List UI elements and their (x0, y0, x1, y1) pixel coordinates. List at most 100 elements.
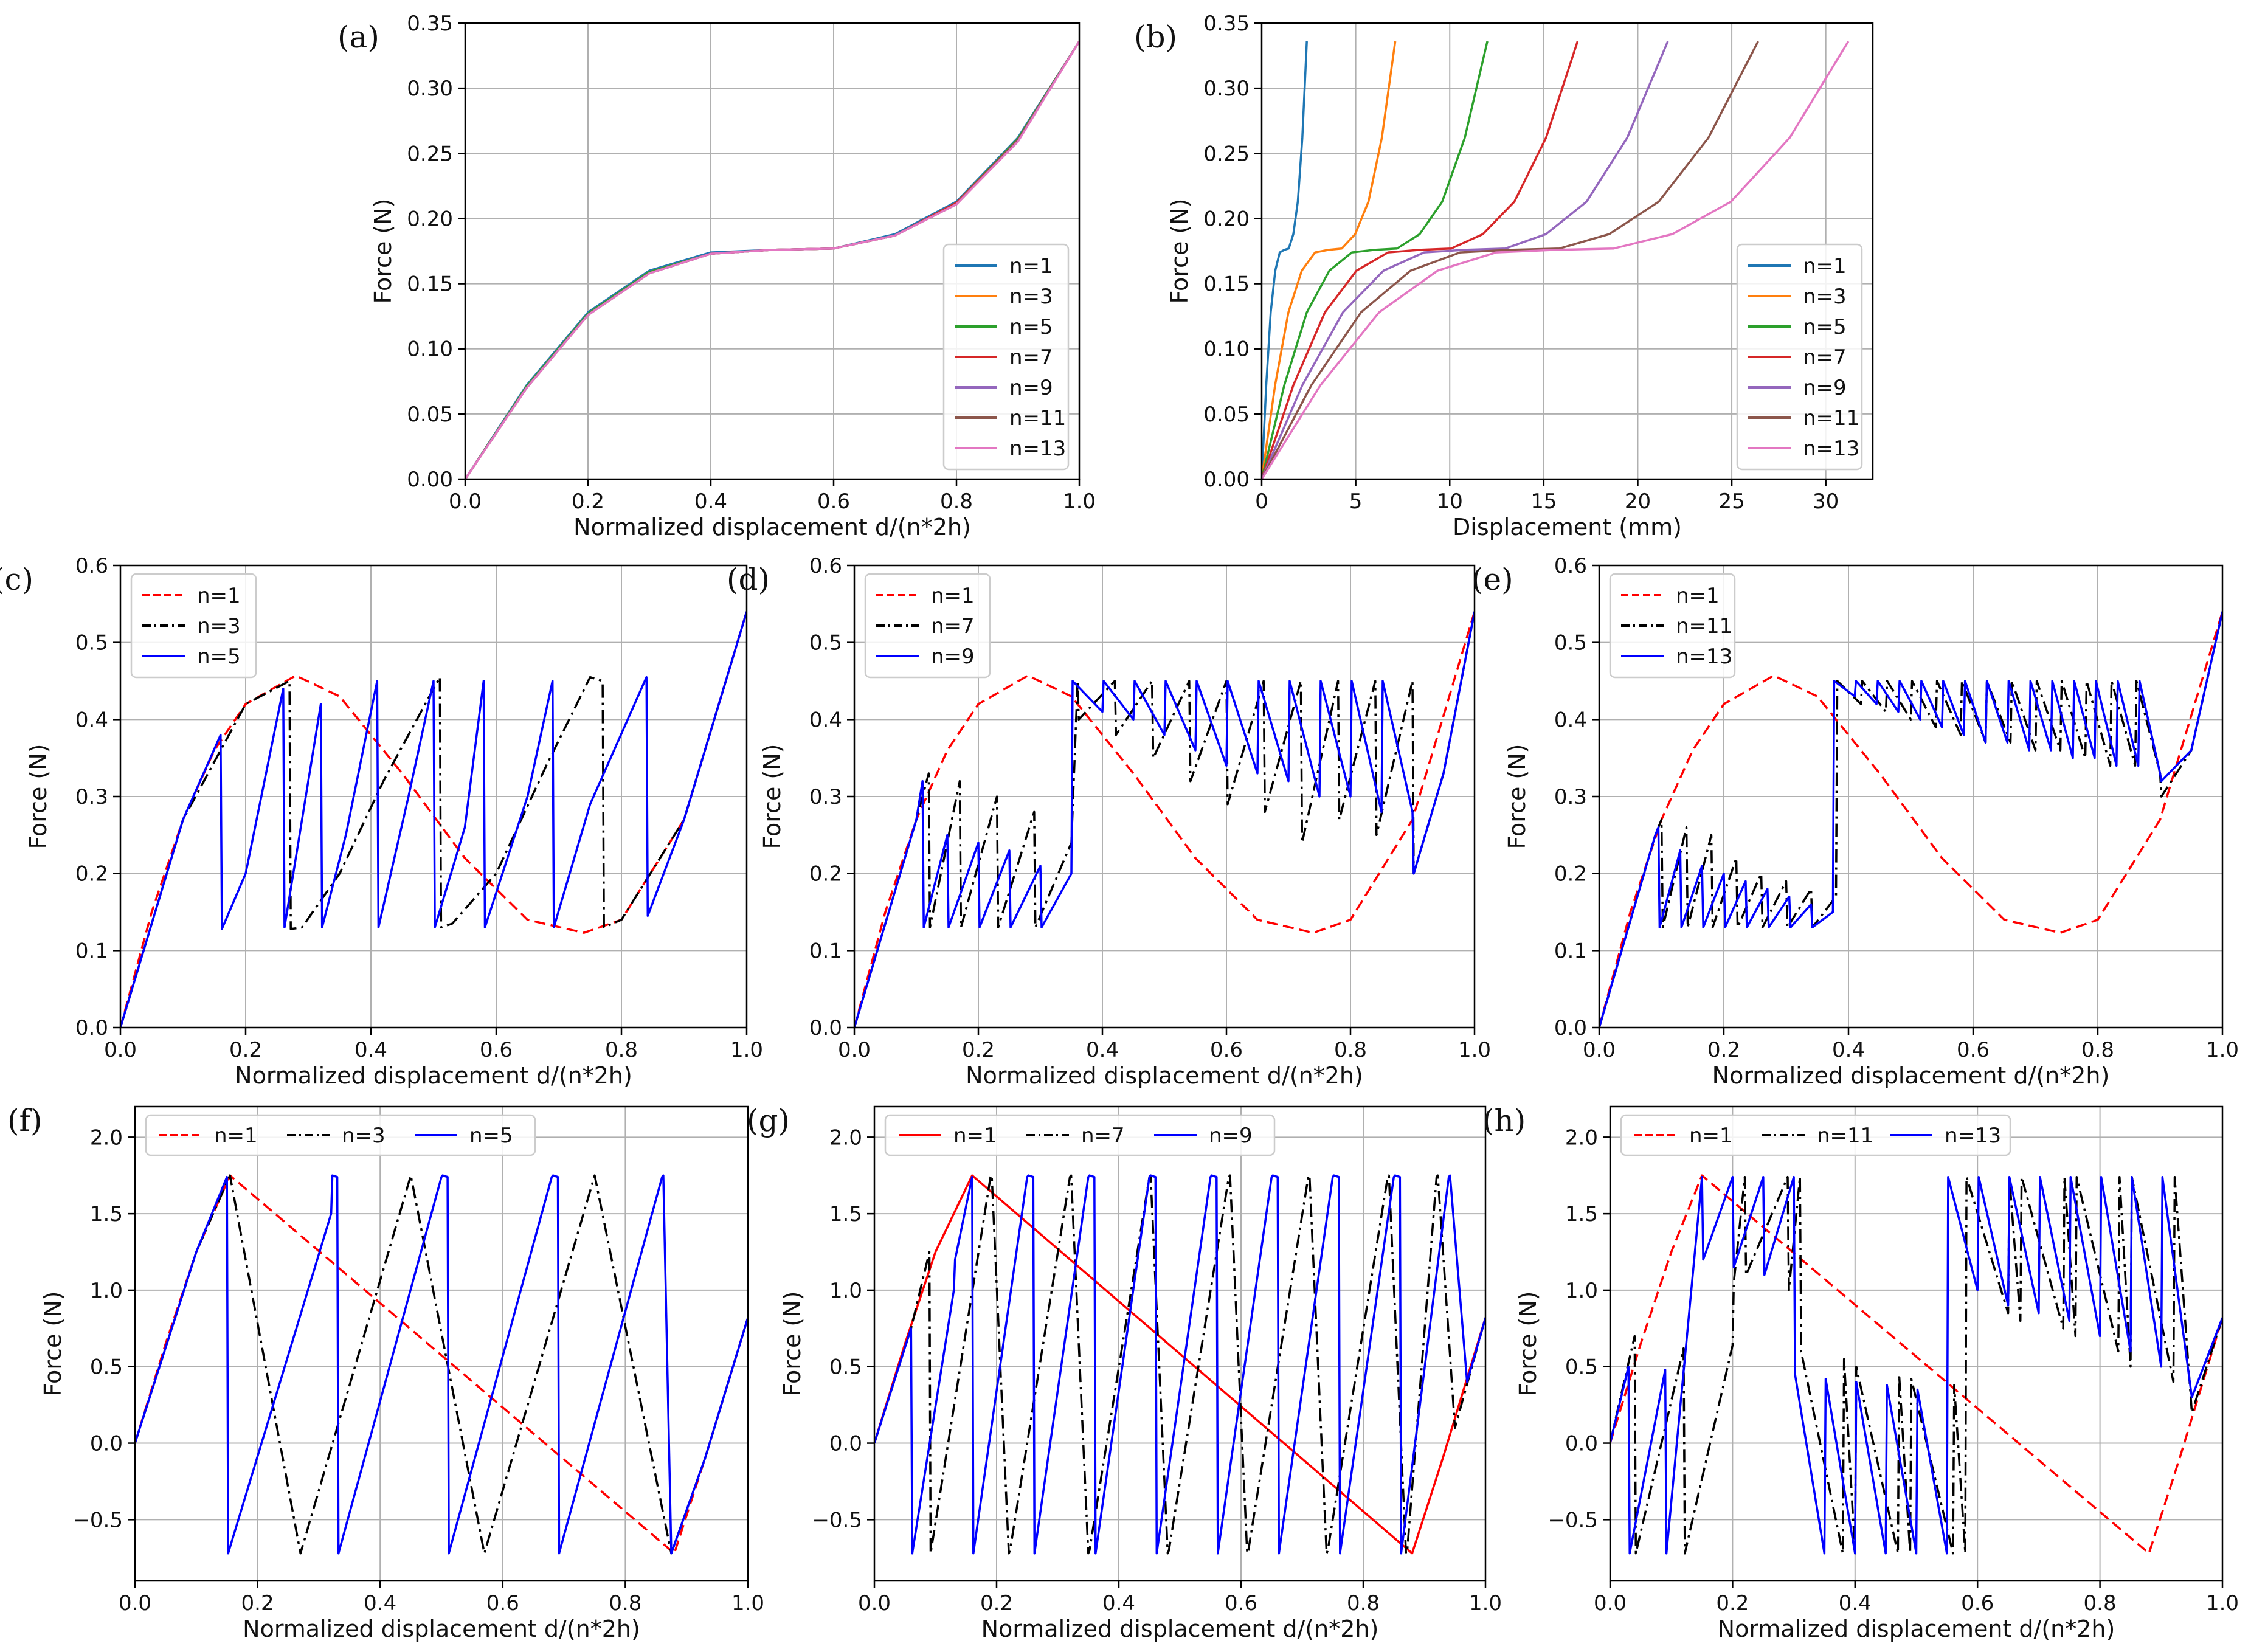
legend: n=1 n=7 n=9 (884, 1114, 1276, 1156)
y-tick-label: 0.5 (1565, 1355, 1598, 1380)
series-group (874, 1174, 1485, 1555)
y-tick-label: 0.0 (809, 1016, 842, 1040)
legend-label: n=1 (214, 1124, 258, 1148)
y-tick-label: −0.5 (1547, 1508, 1598, 1532)
y-tick-label: 0.35 (1203, 12, 1250, 36)
legend-label: n=9 (931, 645, 975, 669)
legend-label: n=13 (1676, 645, 1732, 669)
legend: n=1 n=3 n=5 (130, 573, 257, 679)
legend: n=1 n=11 n=13 (1609, 573, 1736, 679)
series-line-n=9 (854, 611, 1475, 1028)
legend-label: n=3 (197, 614, 241, 638)
x-tick-label: 0.0 (104, 1038, 137, 1062)
legend-label: n=7 (931, 614, 975, 638)
y-tick-label: 0.3 (1554, 785, 1587, 809)
legend-label: n=5 (469, 1124, 513, 1148)
y-tick-label: 1.5 (90, 1202, 123, 1226)
x-axis-label: Normalized displacement d/(n*2h) (573, 514, 971, 541)
y-tick-label: 0.6 (75, 554, 108, 578)
x-tick-label: 0.8 (605, 1038, 638, 1062)
legend-label: n=5 (1009, 315, 1053, 339)
y-tick-label: 0.30 (407, 77, 453, 101)
legend-box (145, 1114, 536, 1156)
x-tick-label: 0.0 (449, 489, 482, 514)
y-tick-label: 0.10 (1203, 337, 1250, 362)
legend-label: n=7 (1803, 345, 1847, 370)
legend-box (1609, 573, 1736, 679)
x-tick-label: 0.0 (1594, 1591, 1627, 1616)
x-axis-label: Displacement (mm) (1453, 514, 1682, 541)
legend: n=1 n=3 n=5 n=7 n=9 n=11 n=13 (1736, 243, 1863, 471)
chart-panel-b: 0 5 10 15 20 25 30 0.00 0.05 0.10 0.15 0.20 0.25 0.30… (1134, 12, 1874, 541)
legend-label: n=13 (1945, 1124, 2001, 1148)
x-tick-label: 0.2 (572, 489, 604, 514)
chart-panel-f: 0.0 0.2 0.4 0.6 0.8 1.0 −0.5 0.0 0.5 1.0 1.5 2.0 Nor… (7, 1103, 764, 1642)
x-tick-label: 0.4 (1102, 1591, 1135, 1616)
legend-label: n=11 (1803, 406, 1859, 430)
series-line-n=11 (1262, 41, 1759, 479)
x-tick-label: 10 (1437, 489, 1463, 514)
series-line-n=7 (874, 1174, 1485, 1555)
y-tick-label: 0.2 (75, 862, 108, 886)
x-tick-label: 0.2 (980, 1591, 1013, 1616)
y-tick-label: 0.0 (75, 1016, 108, 1040)
series-line-n=3 (1262, 41, 1397, 479)
y-tick-label: 0.35 (407, 12, 453, 36)
y-tick-label: 0.0 (1554, 1016, 1587, 1040)
x-tick-label: 15 (1530, 489, 1557, 514)
plot-frame (853, 564, 1476, 1029)
x-tick-label: 1.0 (1063, 489, 1096, 514)
x-tick-label: 0.8 (2084, 1591, 2117, 1616)
y-axis-label: Force (N) (759, 744, 786, 849)
legend-label: n=1 (1689, 1124, 1733, 1148)
x-tick-label: 0.8 (609, 1591, 641, 1616)
x-tick-label: 0.2 (229, 1038, 262, 1062)
legend-label: n=5 (197, 645, 241, 669)
y-tick-label: 0.1 (75, 939, 108, 963)
series-line-n=1 (1599, 611, 2222, 1028)
y-tick-label: 0.5 (1554, 631, 1587, 655)
plot-frame (1609, 1105, 2224, 1582)
series-line-n=7 (1262, 41, 1579, 479)
chart-panel-d: 0.0 0.2 0.4 0.6 0.8 1.00.00.10.20.30.40.50.6N… (727, 554, 1491, 1089)
y-tick-label: 0.1 (1554, 939, 1587, 963)
x-tick-label: 0.8 (940, 489, 973, 514)
legend: n=1 n=11 n=13 (1620, 1114, 2011, 1156)
y-tick-label: 0.0 (90, 1432, 123, 1456)
y-axis-label: Force (N) (1166, 199, 1193, 304)
chart-panel-a: 0.0 0.2 0.4 0.6 0.8 1.0 0.00 0.05 0.10 0.15 0.20 0.… (337, 12, 1096, 541)
legend-label: n=11 (1817, 1124, 1873, 1148)
chart-panel-g: 0.0 0.2 0.4 0.6 0.8 1.0 −0.5 0.0 0.5 1.0 1.5 2.0 Nor… (747, 1103, 1502, 1642)
x-tick-label: 0.2 (241, 1591, 274, 1616)
y-tick-label: 0.3 (75, 785, 108, 809)
y-tick-label: 0.00 (407, 468, 453, 492)
series-line-n=9 (874, 1174, 1485, 1555)
y-tick-label: 2.0 (90, 1125, 123, 1150)
panel-label: (f) (7, 1103, 43, 1138)
panel-label: (e) (1471, 562, 1513, 597)
y-tick-label: 1.0 (829, 1279, 862, 1303)
x-tick-label: 0.2 (1716, 1591, 1749, 1616)
x-tick-label: 0.8 (1334, 1038, 1367, 1062)
chart-panel-e: 0.0 0.2 0.4 0.6 0.8 1.00.00.10.20.30.40.50.6N… (1471, 554, 2239, 1089)
y-tick-label: 0.6 (809, 554, 842, 578)
x-axis-label: Normalized displacement d/(n*2h) (981, 1616, 1379, 1642)
y-axis-label: Force (N) (25, 744, 52, 849)
x-tick-label: 0 (1255, 489, 1268, 514)
plot-frame (119, 564, 748, 1029)
y-tick-label: 0.3 (809, 785, 842, 809)
series-line-n=13 (1610, 1175, 2222, 1555)
x-axis-label: Normalized displacement d/(n*2h) (1712, 1062, 2110, 1089)
legend-label: n=1 (931, 584, 975, 608)
series-line-n=13 (1262, 41, 1850, 479)
x-tick-label: 0.6 (1210, 1038, 1243, 1062)
plot-frame (873, 1105, 1487, 1582)
x-tick-label: 1.0 (731, 1591, 764, 1616)
legend-box (884, 1114, 1276, 1156)
legend-box (864, 573, 991, 679)
y-tick-label: 0.4 (75, 708, 108, 732)
x-tick-label: 1.0 (1458, 1038, 1491, 1062)
y-tick-label: 1.0 (1565, 1279, 1598, 1303)
x-axis-label: Normalized displacement d/(n*2h) (966, 1062, 1363, 1089)
plot-frame (134, 1105, 749, 1582)
